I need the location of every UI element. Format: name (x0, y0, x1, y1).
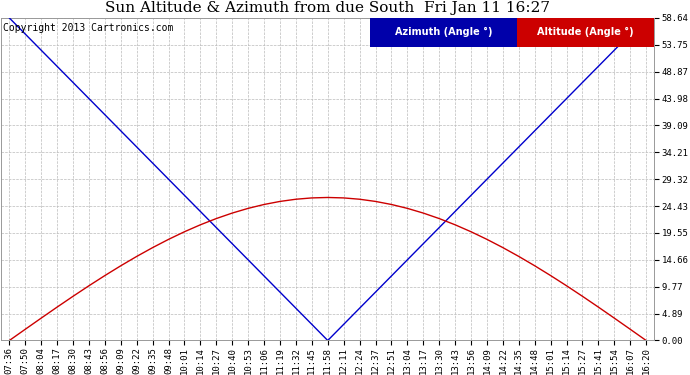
Title: Sun Altitude & Azimuth from due South  Fri Jan 11 16:27: Sun Altitude & Azimuth from due South Fr… (106, 2, 550, 15)
Text: Copyright 2013 Cartronics.com: Copyright 2013 Cartronics.com (3, 23, 173, 33)
Text: Altitude (Angle °): Altitude (Angle °) (538, 27, 634, 38)
FancyBboxPatch shape (370, 18, 517, 47)
FancyBboxPatch shape (517, 18, 654, 47)
Text: Azimuth (Angle °): Azimuth (Angle °) (395, 27, 493, 38)
